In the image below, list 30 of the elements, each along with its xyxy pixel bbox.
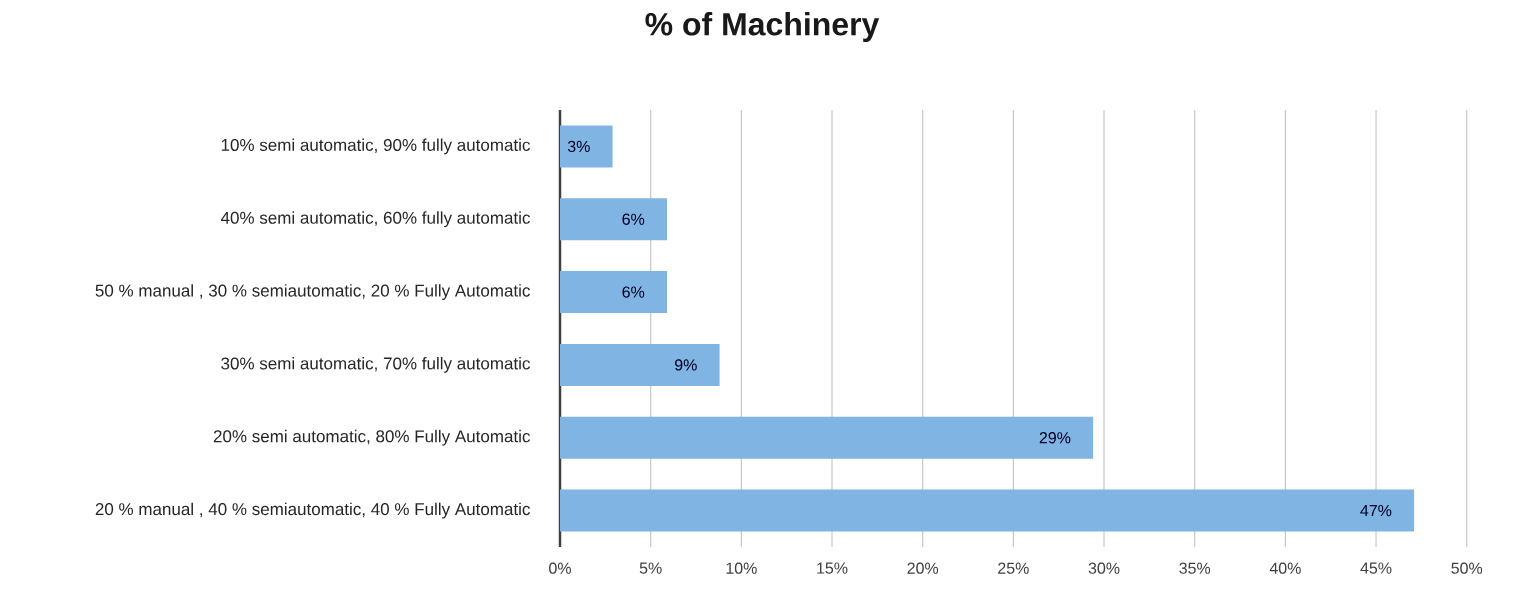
bar [560,125,613,168]
data-label: 3% [567,140,590,153]
y-tick-label: 20% semi automatic, 80% Fully Automatic [213,429,530,446]
data-label: 47% [1360,504,1392,517]
x-tick-label: 10% [726,562,757,574]
y-tick-label: 20 % manual , 40 % semiautomatic, 40 % Fully Automatic [95,502,530,519]
y-tick-label: 30% semi automatic, 70% fully automatic [221,357,530,373]
x-tick-label: 5% [639,562,662,574]
bar [560,198,667,241]
data-label: 6% [622,286,645,298]
x-tick-label: 40% [1269,562,1301,574]
data-label: 9% [675,359,697,371]
data-label: 6% [622,213,645,225]
x-tick-label: 0% [549,562,571,574]
y-tick-label: 10% semi automatic, 90% fully automatic [221,138,530,155]
data-label: 29% [1039,432,1071,444]
y-tick-label: 40% semi automatic, 60% fully automatic [220,211,530,228]
x-tick-label: 25% [998,562,1029,574]
bar [560,489,1415,532]
x-tick-label: 35% [1179,562,1211,574]
y-tick-label: 50 % manual , 30 % semiautomatic, 20 % Fully Automatic [95,284,530,301]
bar [560,271,667,314]
bar [560,343,720,386]
x-tick-label: 15% [817,562,848,574]
x-tick-label: 50% [1451,562,1483,574]
x-tick-label: 30% [1088,562,1120,574]
x-tick-label: 20% [907,562,939,574]
x-tick-label: 45% [1360,562,1392,574]
bar [560,416,1094,459]
chart-title: % of Machinery [645,12,880,42]
